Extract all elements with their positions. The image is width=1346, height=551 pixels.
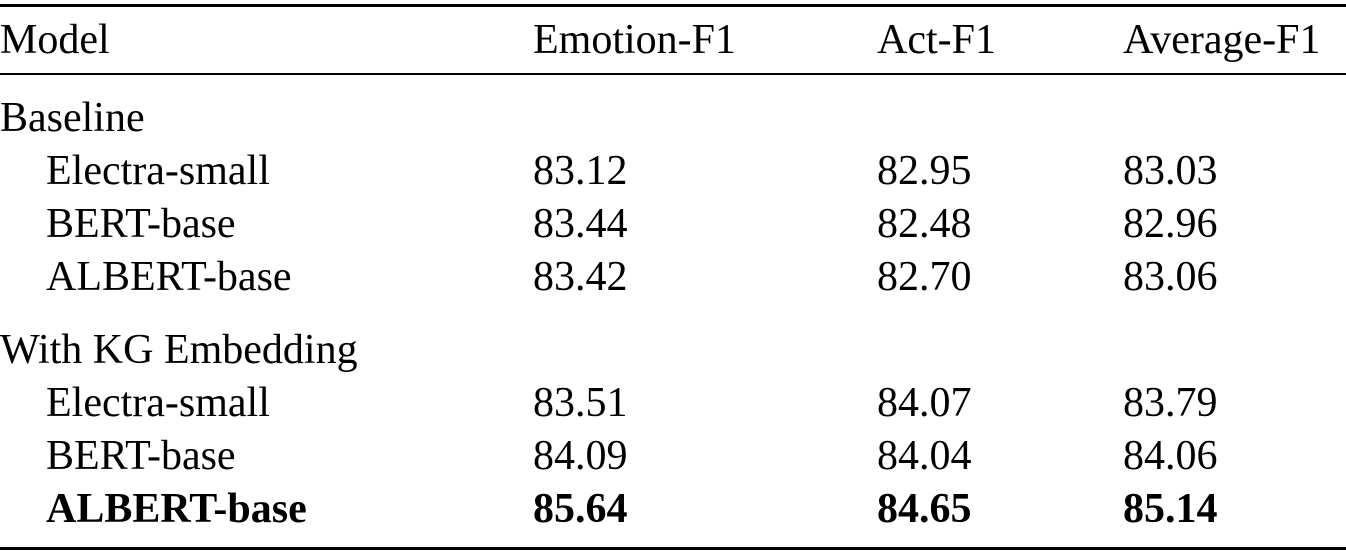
act-f1-cell: 82.95 (877, 147, 972, 194)
table-header-rule (0, 73, 1346, 75)
table-row-kg-electra-small: Electra-small 83.51 84.07 83.79 (0, 376, 1346, 429)
average-f1-cell: 83.03 (1123, 147, 1218, 194)
average-f1-cell: 83.06 (1123, 253, 1218, 300)
model-cell: ALBERT-base (46, 253, 292, 300)
table-row-kg-bert-base: BERT-base 84.09 84.04 84.06 (0, 429, 1346, 482)
act-f1-cell: 82.48 (877, 200, 972, 247)
column-header-average-f1: Average-F1 (1123, 17, 1321, 63)
act-f1-cell: 84.65 (877, 485, 972, 532)
average-f1-cell: 84.06 (1123, 432, 1218, 479)
section-label: With KG Embedding (0, 326, 358, 373)
section-header-with-kg-embedding: With KG Embedding (0, 323, 1346, 376)
model-cell: Electra-small (46, 379, 270, 426)
act-f1-cell: 82.70 (877, 253, 972, 300)
emotion-f1-cell: 83.44 (533, 200, 628, 247)
average-f1-cell: 83.79 (1123, 379, 1218, 426)
table-bottom-rule (0, 547, 1346, 550)
model-cell: Electra-small (46, 147, 270, 194)
act-f1-cell: 84.04 (877, 432, 972, 479)
act-f1-cell: 84.07 (877, 379, 972, 426)
table-header-row: Model Emotion-F1 Act-F1 Average-F1 (0, 7, 1346, 73)
table-row-baseline-bert-base: BERT-base 83.44 82.48 82.96 (0, 197, 1346, 250)
spacer (0, 535, 1346, 547)
average-f1-cell: 85.14 (1123, 485, 1218, 532)
model-cell: BERT-base (46, 432, 236, 479)
model-cell: BERT-base (46, 200, 236, 247)
column-header-act-f1: Act-F1 (877, 17, 996, 63)
table-row-kg-albert-base-best: ALBERT-base 85.64 84.65 85.14 (0, 482, 1346, 535)
emotion-f1-cell: 85.64 (533, 485, 628, 532)
model-cell: ALBERT-base (46, 485, 307, 532)
spacer (0, 75, 1346, 91)
section-header-baseline: Baseline (0, 91, 1346, 144)
average-f1-cell: 82.96 (1123, 200, 1218, 247)
section-label: Baseline (0, 94, 145, 141)
column-header-model: Model (0, 17, 110, 63)
table-top-rule (0, 4, 1346, 7)
section-gap (0, 303, 1346, 323)
emotion-f1-cell: 83.12 (533, 147, 628, 194)
table-row-baseline-electra-small: Electra-small 83.12 82.95 83.03 (0, 144, 1346, 197)
column-header-emotion-f1: Emotion-F1 (533, 17, 737, 63)
emotion-f1-cell: 84.09 (533, 432, 628, 479)
emotion-f1-cell: 83.42 (533, 253, 628, 300)
table-row-baseline-albert-base: ALBERT-base 83.42 82.70 83.06 (0, 250, 1346, 303)
emotion-f1-cell: 83.51 (533, 379, 628, 426)
